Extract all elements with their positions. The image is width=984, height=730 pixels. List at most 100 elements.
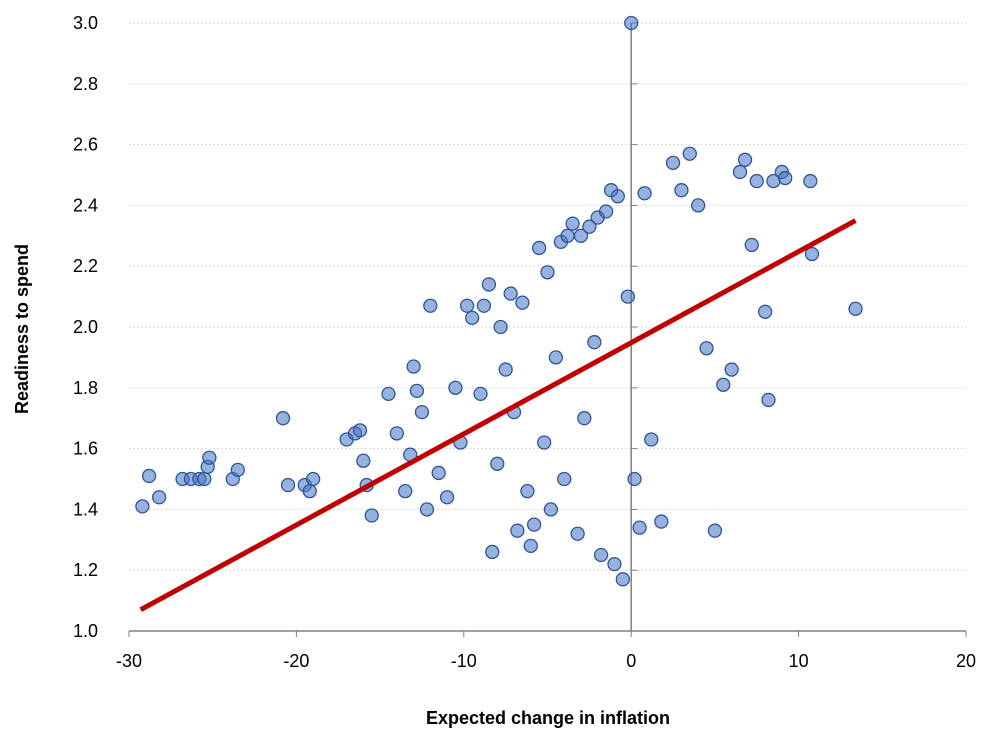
data-point [560,228,575,243]
data-point [280,477,296,493]
data-point [493,319,508,335]
data-point [757,304,773,319]
y-axis-title: Readiness to spend [12,244,32,414]
data-point [197,471,212,487]
x-tick-labels: -30 -20 -10 0 10 20 [116,651,976,671]
data-point [520,484,535,499]
data-point [485,544,500,560]
data-point [674,183,689,198]
data-point [587,335,602,350]
data-point [744,237,759,253]
data-point [804,246,820,262]
data-point [481,277,497,292]
data-point [389,426,404,441]
data-point [654,514,669,529]
data-point [465,310,480,326]
data-point [515,295,530,310]
data-point [510,523,525,538]
data-point [570,526,585,541]
x-tick-label: -10 [451,651,477,671]
data-point [577,411,592,426]
data-point [610,189,625,204]
y-tick-label: 2.4 [73,195,98,215]
x-tick-label: 10 [789,651,809,671]
data-point [423,298,438,313]
data-point [620,289,636,304]
data-point [302,484,317,499]
data-point [548,350,564,365]
data-point [644,432,659,447]
data-point [398,484,413,499]
y-tick-label: 3.0 [73,13,98,33]
data-point [607,556,622,572]
data-point [724,362,739,377]
data-point [737,152,753,167]
x-tick-label: -20 [283,651,309,671]
data-point [543,502,558,517]
data-point [503,286,518,301]
trendline [139,218,857,612]
data-point [557,471,572,487]
x-axis-title: Expected change in inflation [426,708,670,728]
data-point [448,380,463,395]
y-tick-label: 2.2 [73,256,98,276]
data-point [778,170,793,186]
y-tick-label: 1.2 [73,560,98,580]
data-point [761,392,776,408]
data-point [732,164,748,180]
data-point [439,490,455,505]
data-point [540,265,555,280]
data-point [473,386,488,402]
data-point [431,465,446,481]
gridlines [129,22,966,571]
data-point [582,219,597,234]
y-tick-label: 2.8 [73,74,98,94]
data-point [498,362,513,377]
data-point [803,173,818,189]
data-point [682,146,697,161]
data-point [409,383,425,398]
data-point [275,411,291,426]
x-tick-label: 0 [626,651,636,671]
data-point [749,173,764,189]
data-point [230,462,245,478]
data-point [637,186,652,201]
data-point [565,216,580,231]
data-point [414,404,430,420]
y-tick-label: 1.0 [73,621,98,641]
data-point [707,523,723,538]
data-point [419,502,435,517]
data-point [848,301,863,316]
x-tick-label: -30 [116,651,142,671]
data-point [615,572,630,587]
data-point [364,508,379,523]
y-tick-label: 1.8 [73,378,98,398]
data-point [699,341,714,356]
data-point [202,450,217,465]
data-point [716,377,731,392]
data-point [490,456,505,471]
y-tick-label: 2.6 [73,135,98,155]
data-point [476,298,492,313]
data-point [406,359,421,374]
data-point [459,298,475,313]
y-tick-label: 1.6 [73,439,98,459]
data-point [305,471,321,487]
data-point [531,240,547,256]
data-point [537,435,552,450]
data-point [352,423,368,438]
data-point [598,204,614,219]
data-point [356,453,371,468]
data-point [624,15,639,31]
data-point [141,468,157,484]
axes [128,22,967,637]
x-tick-label: 20 [956,651,976,671]
data-point [135,499,150,514]
data-point [593,547,609,563]
y-tick-labels: 1.0 1.2 1.4 1.6 1.8 2.0 2.2 2.4 2.6 2.8 3.0 [73,13,98,641]
y-tick-label: 1.4 [73,499,98,519]
data-point [627,471,642,487]
data-point [381,386,396,402]
trendline-group [139,218,857,612]
